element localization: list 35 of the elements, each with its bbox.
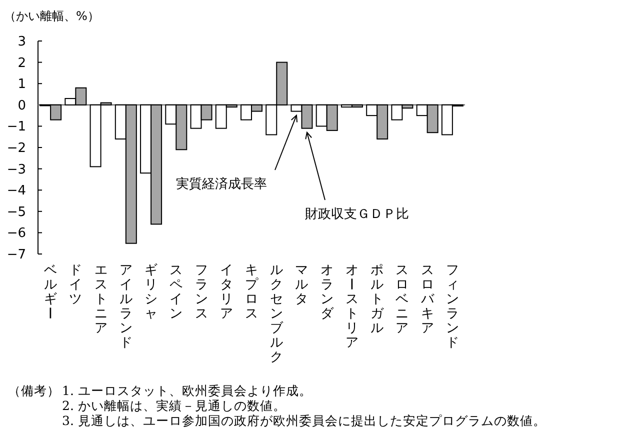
text: 1. ユーロスタット、欧州委員会より作成。 <box>62 383 312 398</box>
y-tick-label: −1 <box>6 120 26 135</box>
x-tick-label: オランダ <box>320 263 334 322</box>
x-tick-label: ポルトガル <box>370 263 385 336</box>
y-axis-title: （かい離幅、%） <box>4 9 100 23</box>
series-label: 実質経済成長率 <box>176 176 267 192</box>
x-tick-label: ギリシャ <box>144 263 158 322</box>
x-tick-label: ドイツ <box>69 263 82 307</box>
y-tick-label: −3 <box>6 162 26 178</box>
text: 2. かい離幅は、実績－見通しの数値。 <box>62 398 286 413</box>
x-tick-label: フィンランド <box>446 263 459 350</box>
x-tick-label: スペイン <box>170 263 183 322</box>
y-tick-label: −7 <box>6 248 26 262</box>
x-tick-label: エストニア <box>94 263 108 336</box>
text: 3. 見通しは、ユーロ参加国の政府が欧州委員会に提出した安定プログラムの数値。 <box>62 413 546 428</box>
x-tick-label: スロベニア <box>396 263 409 336</box>
x-tick-label: キプロス <box>245 263 259 322</box>
x-tick-label: オーストリア <box>342 263 358 350</box>
x-tick-label: イタリア <box>220 263 233 322</box>
y-tick-label: −2 <box>6 141 26 156</box>
x-tick-label: アイルランド <box>119 263 132 350</box>
text: 財政収支ＧＤＰ比 <box>305 207 409 222</box>
y-tick-label: 2 <box>18 56 26 71</box>
x-tick-label: スロバキア <box>420 263 435 336</box>
y-tick-label: −5 <box>6 204 26 220</box>
x-tick-label: マルタ <box>295 263 308 307</box>
y-tick-label: −6 <box>6 226 26 242</box>
x-tick-label: ルクセンブルク <box>270 263 284 365</box>
text: （備考） <box>8 383 60 398</box>
y-tick-label: 1 <box>18 77 26 92</box>
y-tick-label: 0 <box>18 98 26 114</box>
y-tick-label: 3 <box>18 34 26 50</box>
x-tick-label: ベルギー <box>42 263 58 320</box>
x-tick-label: フランス <box>194 263 208 322</box>
y-tick-label: −4 <box>6 184 26 199</box>
